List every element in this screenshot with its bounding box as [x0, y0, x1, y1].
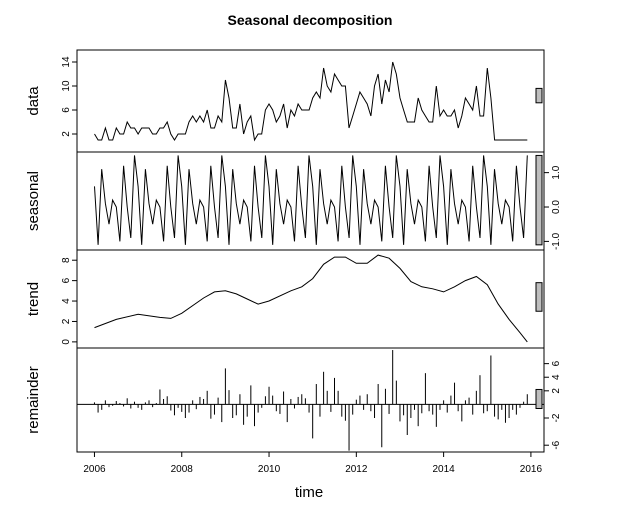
- x-tick-label: 2010: [258, 464, 281, 475]
- x-tick-label: 2008: [171, 464, 194, 475]
- x-tick-label: 2006: [83, 464, 106, 475]
- range-bar: [535, 87, 543, 104]
- panel-label-remainder: remainder: [25, 366, 42, 434]
- panel-seasonal: -1.0 0.0 1.0 seasonal: [25, 151, 562, 251]
- data-series-line: [94, 61, 528, 142]
- panel-data: 2 6 10 14 data: [25, 49, 545, 153]
- range-bar: [535, 154, 543, 246]
- y-tick-label: 14: [61, 56, 72, 68]
- y-tick-label: 6: [61, 277, 72, 283]
- x-axis: 2006 2008 2010 2012 2014 2016: [83, 452, 542, 475]
- x-tick-label: 2012: [345, 464, 368, 475]
- y-tick-label: 0.0: [551, 200, 562, 214]
- y-tick-label: 6: [551, 360, 562, 366]
- chart-title: Seasonal decomposition: [228, 12, 393, 28]
- trend-series-line: [94, 254, 528, 343]
- panel-remainder: -6 -2 2 4 6 remainder: [25, 347, 562, 453]
- y-tick-label: 10: [61, 80, 72, 92]
- panel-label-trend: trend: [25, 282, 42, 316]
- y-tick-label: 6: [61, 107, 72, 113]
- y-tick-label: -2: [551, 413, 562, 422]
- y-tick-label: -6: [551, 440, 562, 449]
- range-bar: [535, 388, 543, 409]
- y-tick-label: 8: [61, 257, 72, 263]
- y-tick-label: 1.0: [551, 165, 562, 179]
- panels: 2 6 10 14 data -1.0 0.0 1.0 seasonal 0 2 4 6 8 trend -6…: [25, 49, 562, 453]
- y-tick-label: 2: [551, 388, 562, 394]
- y-tick-label: 0: [61, 339, 72, 345]
- x-tick-label: 2016: [520, 464, 543, 475]
- x-axis-title: time: [295, 484, 323, 501]
- y-tick-label: 2: [61, 318, 72, 324]
- seasonal-series-line: [94, 155, 528, 245]
- panel-label-data: data: [25, 86, 42, 116]
- panel-frame: [76, 249, 545, 349]
- range-bar: [535, 282, 543, 312]
- panel-trend: 0 2 4 6 8 trend: [25, 249, 545, 349]
- panel-frame: [76, 347, 545, 453]
- panel-label-seasonal: seasonal: [25, 171, 42, 231]
- y-tick-label: 2: [61, 131, 72, 137]
- y-tick-label: -1.0: [551, 232, 562, 250]
- y-tick-label: 4: [551, 374, 562, 380]
- y-tick-label: 4: [61, 298, 72, 304]
- x-tick-label: 2014: [432, 464, 455, 475]
